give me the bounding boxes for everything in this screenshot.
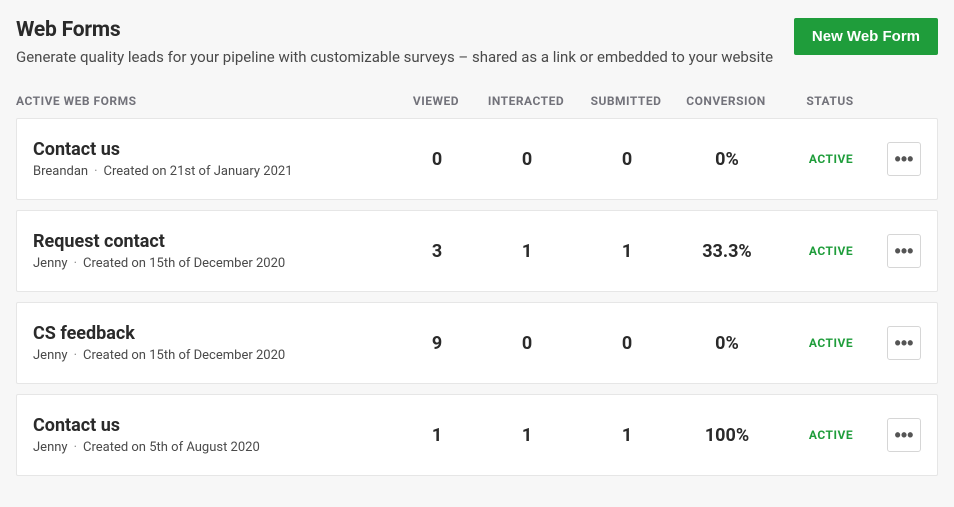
form-author: Jenny (33, 256, 68, 271)
metric-conversion: 33.3% (677, 241, 777, 262)
metric-submitted: 0 (577, 333, 677, 354)
metric-conversion: 100% (677, 425, 777, 446)
status-badge: ACTIVE (791, 428, 871, 442)
metric-interacted: 1 (477, 241, 577, 262)
metric-viewed: 3 (397, 241, 477, 262)
more-horizontal-icon: ••• (895, 242, 914, 260)
more-options-button[interactable]: ••• (887, 418, 921, 452)
form-title: Request contact (33, 231, 397, 252)
separator-dot: · (74, 348, 77, 363)
column-header-conversion: CONVERSION (676, 94, 776, 108)
metric-conversion: 0% (677, 149, 777, 170)
more-horizontal-icon: ••• (895, 150, 914, 168)
more-options-button[interactable]: ••• (887, 234, 921, 268)
metric-submitted: 1 (577, 425, 677, 446)
table-row[interactable]: Contact us Breandan · Created on 21st of Ja… (16, 118, 938, 200)
form-meta: Jenny · Created on 15th of December 2020 (33, 256, 397, 271)
table-row[interactable]: Contact us Jenny · Created on 5th of August… (16, 394, 938, 476)
more-horizontal-icon: ••• (895, 334, 914, 352)
form-created: Created on 21st of January 2021 (104, 164, 293, 179)
page-title: Web Forms (16, 18, 773, 42)
metric-submitted: 0 (577, 149, 677, 170)
column-header-status: STATUS (790, 94, 870, 108)
metric-submitted: 1 (577, 241, 677, 262)
metric-conversion: 0% (677, 333, 777, 354)
status-badge: ACTIVE (791, 152, 871, 166)
form-created: Created on 5th of August 2020 (83, 440, 260, 455)
form-author: Jenny (33, 440, 68, 455)
form-author: Breandan (33, 164, 88, 179)
separator-dot: · (74, 440, 77, 455)
form-author: Jenny (33, 348, 68, 363)
form-meta: Breandan · Created on 21st of January 2021 (33, 164, 397, 179)
metric-interacted: 0 (477, 333, 577, 354)
metric-viewed: 0 (397, 149, 477, 170)
form-meta: Jenny · Created on 15th of December 2020 (33, 348, 397, 363)
page-subtitle: Generate quality leads for your pipeline… (16, 48, 773, 66)
more-options-button[interactable]: ••• (887, 326, 921, 360)
column-header-name: ACTIVE WEB FORMS (16, 94, 396, 108)
new-web-form-button[interactable]: New Web Form (794, 18, 938, 55)
column-header-viewed: VIEWED (396, 94, 476, 108)
metric-interacted: 1 (477, 425, 577, 446)
column-header-interacted: INTERACTED (476, 94, 576, 108)
separator-dot: · (74, 256, 77, 271)
table-header-row: ACTIVE WEB FORMS VIEWED INTERACTED SUBMI… (16, 94, 938, 118)
metric-interacted: 0 (477, 149, 577, 170)
column-header-submitted: SUBMITTED (576, 94, 676, 108)
metric-viewed: 1 (397, 425, 477, 446)
status-badge: ACTIVE (791, 336, 871, 350)
status-badge: ACTIVE (791, 244, 871, 258)
separator-dot: · (94, 164, 97, 179)
metric-viewed: 9 (397, 333, 477, 354)
form-meta: Jenny · Created on 5th of August 2020 (33, 440, 397, 455)
more-horizontal-icon: ••• (895, 426, 914, 444)
table-row[interactable]: Request contact Jenny · Created on 15th of … (16, 210, 938, 292)
form-created: Created on 15th of December 2020 (83, 256, 285, 271)
form-created: Created on 15th of December 2020 (83, 348, 285, 363)
form-title: Contact us (33, 139, 397, 160)
form-title: Contact us (33, 415, 397, 436)
more-options-button[interactable]: ••• (887, 142, 921, 176)
form-title: CS feedback (33, 323, 397, 344)
table-row[interactable]: CS feedback Jenny · Created on 15th of Dece… (16, 302, 938, 384)
